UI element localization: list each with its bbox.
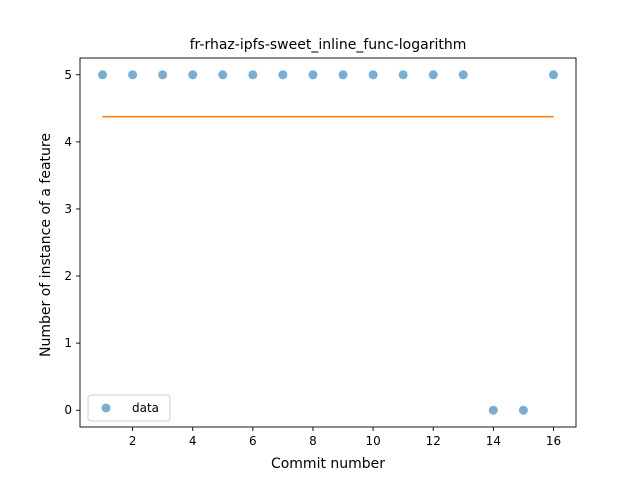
data-point xyxy=(518,405,528,415)
x-tick-label: 8 xyxy=(309,434,317,448)
data-point xyxy=(488,405,498,415)
data-point xyxy=(368,70,378,80)
data-point xyxy=(548,70,558,80)
plot-frame xyxy=(79,57,577,428)
legend: data xyxy=(87,394,171,422)
data-point xyxy=(308,70,318,80)
chart-title: fr-rhaz-ipfs-sweet_inline_func-logarithm xyxy=(190,37,467,53)
x-axis-label: Commit number xyxy=(271,456,385,472)
x-tick-label: 10 xyxy=(365,434,380,448)
data-point xyxy=(458,70,468,80)
data-point xyxy=(98,70,108,80)
y-tick-label: 0 xyxy=(64,403,72,417)
y-tick-label: 1 xyxy=(64,336,72,350)
data-point xyxy=(278,70,288,80)
data-point xyxy=(218,70,228,80)
x-tick-label: 4 xyxy=(189,434,197,448)
x-tick-label: 6 xyxy=(249,434,257,448)
data-point xyxy=(338,70,348,80)
y-tick-label: 5 xyxy=(64,68,72,82)
data-point xyxy=(398,70,408,80)
legend-marker xyxy=(101,403,111,413)
x-tick-label: 14 xyxy=(486,434,501,448)
y-tick-label: 4 xyxy=(64,135,72,149)
y-tick-label: 2 xyxy=(64,269,72,283)
y-tick-label: 3 xyxy=(64,202,72,216)
data-point xyxy=(188,70,198,80)
x-tick-label: 16 xyxy=(546,434,561,448)
legend-box xyxy=(87,394,171,422)
y-axis-label: Number of instance of a feature xyxy=(38,133,54,357)
x-tick-label: 12 xyxy=(426,434,441,448)
data-point xyxy=(158,70,168,80)
data-point xyxy=(428,70,438,80)
data-point xyxy=(128,70,138,80)
data-point xyxy=(248,70,258,80)
legend-label: data xyxy=(132,401,159,415)
x-tick-label: 2 xyxy=(129,434,137,448)
plot-area xyxy=(79,57,577,428)
